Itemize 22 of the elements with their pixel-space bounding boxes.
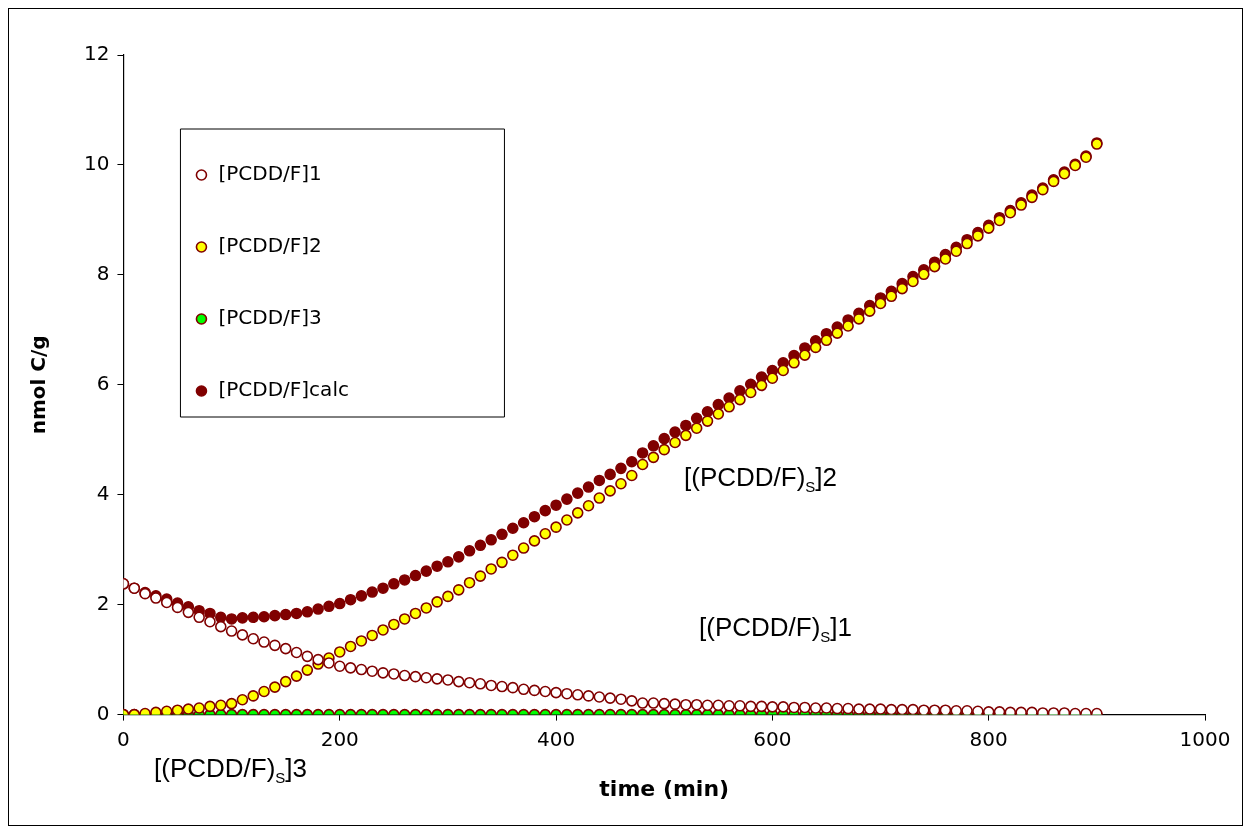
y-tick-label: 4 xyxy=(96,480,110,505)
y-tick-label: 2 xyxy=(96,590,110,615)
y-axis-title: nmol C/g xyxy=(26,335,51,435)
x-tick-label: 1000 xyxy=(1179,726,1231,751)
annotation: [(PCDD/F)$_{S}$]2 xyxy=(684,462,838,496)
text: [(PCDD/F)$_{S}$]3 xyxy=(154,753,308,787)
y-tick-label: 8 xyxy=(96,261,110,286)
legend-label: [PCDD/F]calc xyxy=(218,377,349,402)
x-tick-label: 200 xyxy=(320,726,359,751)
x-tick-label: 800 xyxy=(969,726,1008,751)
y-tick-label: 0 xyxy=(96,700,110,725)
annotation: [(PCDD/F)$_{S}$]1 xyxy=(699,612,853,646)
x-tick-label: 400 xyxy=(536,726,576,751)
legend-label: [PCDD/F]1 xyxy=(218,161,322,186)
x-tick-label: 600 xyxy=(753,726,792,751)
y-tick-label: 6 xyxy=(96,371,110,395)
y-tick-label: 10 xyxy=(84,151,110,176)
legend-label: [PCDD/F]2 xyxy=(218,233,322,258)
x-tick-label: 0 xyxy=(117,726,130,751)
x-axis-title: time (min) xyxy=(599,775,730,801)
legend-label: [PCDD/F]3 xyxy=(218,305,322,330)
y-tick-label: 12 xyxy=(84,41,110,66)
